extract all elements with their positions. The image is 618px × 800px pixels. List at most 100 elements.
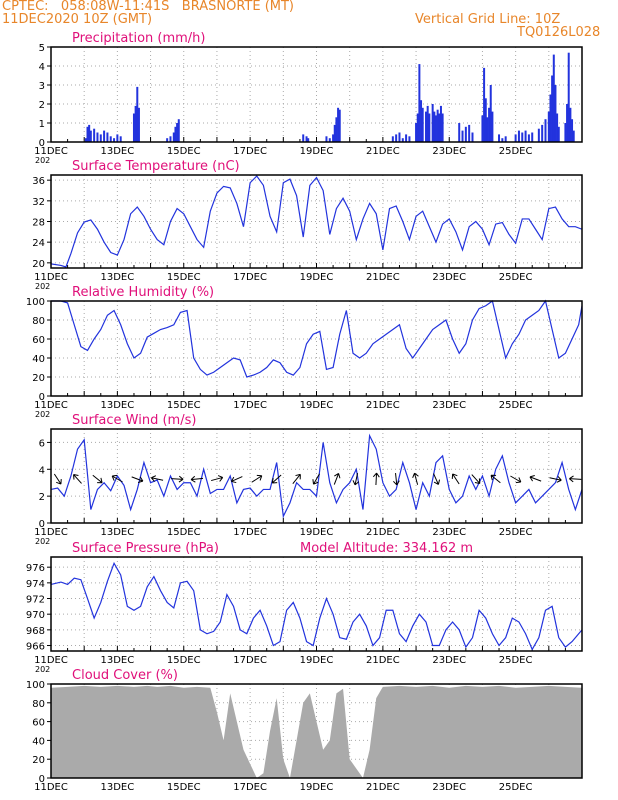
x-tick-label: 11DEC	[34, 272, 68, 283]
x-tick-label: 19DEC	[300, 272, 334, 283]
x-tick-label: 25DEC	[499, 527, 533, 538]
series-line	[50, 561, 583, 651]
x-tick-label: 11DEC	[34, 527, 68, 538]
precip-bar	[521, 132, 524, 142]
x-tick-label: 21DEC	[366, 782, 400, 793]
x-tick-label: 23DEC	[432, 782, 466, 793]
wind-arrow	[372, 472, 380, 486]
y-tick-label: 0	[39, 138, 45, 149]
wind-arrow	[271, 474, 282, 484]
y-tick-label: 2	[39, 492, 45, 503]
precip-bar	[325, 136, 328, 142]
precip-bar	[416, 113, 419, 142]
precip-bar	[569, 107, 572, 142]
precip-bar	[302, 134, 305, 142]
precip-bar	[549, 94, 552, 142]
precip-bar	[134, 105, 137, 142]
precip-bar	[504, 136, 507, 142]
precip-bar	[514, 134, 517, 142]
precip-bar	[88, 124, 91, 142]
x-tick-label: 21DEC	[366, 527, 400, 538]
wind-arrow	[393, 472, 400, 486]
precip-bar	[491, 111, 494, 142]
y-tick-label: 20	[32, 259, 45, 270]
y-tick-label: 80	[32, 699, 45, 710]
precip-bar	[421, 107, 424, 142]
precip-bar	[544, 119, 547, 142]
precip-bar	[552, 54, 555, 142]
x-tick-label: 17DEC	[233, 272, 267, 283]
precip-bar	[177, 119, 180, 142]
y-tick-label: 20	[32, 373, 45, 384]
precip-bar	[551, 75, 554, 142]
y-tick-label: 100	[26, 680, 45, 691]
precip-bar	[498, 134, 501, 142]
precip-bar	[420, 100, 423, 142]
y-tick-label: 60	[32, 335, 45, 346]
precip-bar	[434, 115, 437, 142]
x-tick-label: 15DEC	[167, 146, 201, 157]
precip-bar	[483, 67, 486, 142]
x-tick-label: 21DEC	[366, 272, 400, 283]
x-tick-label: 23DEC	[432, 272, 466, 283]
precip-bar	[461, 130, 464, 142]
precip-bar	[524, 130, 527, 142]
precip-bar	[391, 136, 394, 142]
precip-bar	[486, 117, 489, 142]
y-tick-label: 976	[26, 563, 45, 574]
panel-frame	[50, 46, 583, 143]
precip-bar	[527, 134, 530, 142]
wind-arrow	[211, 475, 224, 482]
wind-arrow	[171, 475, 184, 483]
header-datetime: 11DEC2020 10Z (GMT)	[2, 12, 153, 27]
precip-bar	[405, 134, 408, 142]
precip-bar	[426, 105, 429, 142]
x-tick-label: 17DEC	[233, 146, 267, 157]
precip-bar	[439, 105, 442, 142]
precip-bar	[501, 138, 504, 142]
precip-bar	[554, 85, 557, 142]
precip-bar	[517, 130, 520, 142]
y-tick-label: 970	[26, 610, 45, 621]
x-tick-label: 19DEC	[300, 146, 334, 157]
series-line	[51, 299, 583, 378]
precip-bar	[137, 107, 140, 142]
y-tick-label: 100	[26, 297, 45, 308]
wind-arrow	[53, 473, 62, 485]
x-tick-label: 15DEC	[167, 272, 201, 283]
y-tick-label: 974	[26, 579, 45, 590]
panel-title: Surface Temperature (nC)	[72, 159, 240, 174]
x-tick-label: 19DEC	[300, 527, 334, 538]
wind-arrow	[510, 475, 522, 484]
panel-0: 0 1 2 3 4 5 Precipitation (mm/h) 11DEC 13DEC 15DE…	[34, 31, 583, 165]
wind-arrow	[131, 476, 144, 483]
precip-bar	[556, 113, 559, 142]
precip-bar	[468, 124, 471, 142]
precip-bar	[119, 136, 122, 142]
precip-bar	[109, 136, 112, 142]
precip-bar	[333, 124, 336, 142]
y-tick-label: 4	[39, 465, 45, 476]
y-tick-label: 972	[26, 595, 45, 606]
y-tick-label: 40	[32, 736, 45, 747]
x-tick-label: 17DEC	[233, 782, 267, 793]
x-tick-label: 11DEC	[34, 400, 68, 411]
header-location: CPTEC: 058:08W-11:41S BRASNORTE (MT)	[2, 0, 294, 14]
year-fragment: 202	[35, 665, 50, 674]
precip-bar	[116, 134, 119, 142]
precip-bar	[566, 104, 569, 142]
precip-bar	[89, 130, 92, 142]
y-tick-label: 32	[32, 197, 45, 208]
x-tick-label: 25DEC	[499, 400, 533, 411]
precip-bar	[567, 52, 570, 143]
precip-bar	[166, 138, 169, 142]
x-tick-label: 19DEC	[300, 400, 334, 411]
panel-frame	[50, 428, 583, 524]
wind-arrow	[529, 475, 542, 482]
x-tick-label: 11DEC	[34, 146, 68, 157]
wind-arrow	[111, 474, 123, 483]
year-fragment: 202	[35, 282, 50, 291]
precip-bar	[541, 124, 544, 142]
wind-arrow	[412, 472, 419, 485]
